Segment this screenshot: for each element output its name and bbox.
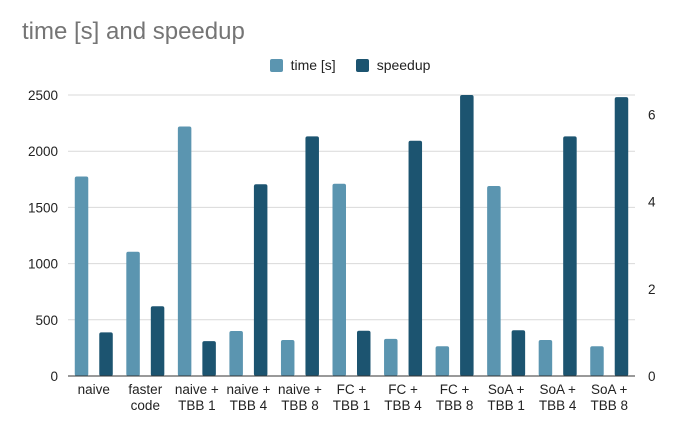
x-tick-label: TBB 8 bbox=[590, 398, 628, 413]
chart-title: time [s] and speedup bbox=[22, 18, 245, 45]
legend-swatch-speedup bbox=[355, 58, 369, 72]
bar-time bbox=[435, 346, 450, 376]
y-left-tick-label: 1500 bbox=[28, 200, 58, 215]
legend-label-speedup: speedup bbox=[376, 57, 431, 73]
bar-time bbox=[384, 338, 398, 376]
x-tick-label: FC + bbox=[337, 382, 367, 397]
bar-time bbox=[74, 176, 89, 376]
x-tick-label: SoA + bbox=[539, 382, 576, 397]
bar-speedup bbox=[614, 97, 629, 377]
bar-time bbox=[177, 126, 192, 376]
x-tick-label: FC + bbox=[440, 382, 470, 397]
x-tick-label: TBB 4 bbox=[384, 398, 422, 413]
x-tick-label: faster bbox=[128, 382, 162, 397]
bar-speedup bbox=[460, 95, 474, 376]
y-left-tick-label: 2500 bbox=[28, 88, 58, 103]
y-right-tick-label: 6 bbox=[648, 108, 656, 123]
bar-time bbox=[280, 340, 295, 376]
y-left-tick-label: 1000 bbox=[28, 257, 58, 272]
x-tick-label: SoA + bbox=[591, 382, 628, 397]
x-tick-label: naive + bbox=[175, 382, 219, 397]
legend-swatch-time bbox=[269, 58, 283, 72]
y-left-tick-label: 500 bbox=[35, 313, 58, 328]
bar-speedup bbox=[408, 140, 423, 376]
bar-speedup bbox=[99, 332, 113, 376]
y-right-tick-label: 2 bbox=[648, 282, 656, 297]
bar-time bbox=[538, 340, 553, 376]
y-right-tick-label: 0 bbox=[648, 369, 656, 384]
legend-label-time: time [s] bbox=[290, 57, 336, 73]
bar-time bbox=[487, 186, 501, 376]
x-tick-label: naive + bbox=[278, 382, 322, 397]
x-tick-label: TBB 4 bbox=[539, 398, 577, 413]
x-tick-label: SoA + bbox=[488, 382, 525, 397]
bar-speedup bbox=[511, 330, 526, 376]
y-right-tick-label: 4 bbox=[648, 195, 656, 210]
bar-time bbox=[229, 331, 243, 376]
bar-speedup bbox=[305, 136, 319, 376]
x-tick-label: FC + bbox=[388, 382, 418, 397]
bar-speedup bbox=[150, 306, 165, 376]
bar-speedup bbox=[563, 136, 577, 376]
x-tick-label: TBB 1 bbox=[178, 398, 216, 413]
x-tick-label: TBB 1 bbox=[487, 398, 525, 413]
bar-time bbox=[332, 183, 346, 376]
x-tick-label: TBB 4 bbox=[230, 398, 268, 413]
bar-time bbox=[126, 251, 140, 376]
x-tick-label: naive bbox=[78, 382, 110, 397]
x-tick-label: code bbox=[131, 398, 160, 413]
x-tick-label: TBB 8 bbox=[281, 398, 319, 413]
legend-item-time: time [s] bbox=[269, 57, 336, 73]
legend: time [s] speedup bbox=[0, 57, 700, 73]
x-tick-label: naive + bbox=[226, 382, 270, 397]
y-left-tick-label: 0 bbox=[50, 369, 58, 384]
x-tick-label: TBB 1 bbox=[333, 398, 371, 413]
bar-speedup bbox=[253, 184, 268, 376]
y-left-tick-label: 2000 bbox=[28, 144, 58, 159]
bar-time bbox=[590, 346, 604, 376]
x-tick-label: TBB 8 bbox=[436, 398, 474, 413]
bar-speedup bbox=[357, 330, 371, 376]
bar-speedup bbox=[202, 341, 216, 376]
legend-item-speedup: speedup bbox=[355, 57, 431, 73]
